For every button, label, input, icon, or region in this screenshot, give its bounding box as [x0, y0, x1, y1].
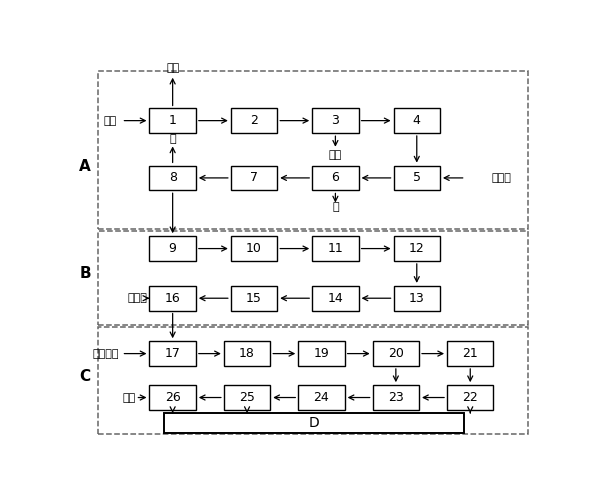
- Bar: [394, 166, 440, 190]
- Text: 重油: 重油: [166, 63, 179, 73]
- Bar: [164, 413, 464, 433]
- Text: 13: 13: [409, 292, 425, 305]
- Text: 废盐: 废盐: [122, 392, 136, 403]
- Bar: [224, 341, 271, 366]
- Text: 8: 8: [169, 172, 176, 185]
- Bar: [312, 166, 359, 190]
- Bar: [149, 341, 196, 366]
- Bar: [312, 286, 359, 310]
- Bar: [298, 341, 345, 366]
- Bar: [149, 108, 196, 133]
- Bar: [373, 385, 419, 410]
- Text: 2: 2: [250, 114, 258, 127]
- Bar: [149, 236, 196, 261]
- Bar: [447, 385, 493, 410]
- Text: 泥: 泥: [332, 201, 339, 212]
- Bar: [447, 341, 493, 366]
- Bar: [231, 166, 277, 190]
- Text: D: D: [308, 416, 319, 430]
- Text: 19: 19: [314, 347, 329, 360]
- Bar: [98, 327, 529, 434]
- Text: 9: 9: [169, 242, 176, 255]
- Text: 7: 7: [250, 172, 258, 185]
- Text: 3: 3: [331, 114, 340, 127]
- Text: B: B: [79, 266, 91, 281]
- Bar: [231, 236, 277, 261]
- Text: 1: 1: [169, 114, 176, 127]
- Text: 12: 12: [409, 242, 425, 255]
- Bar: [231, 108, 277, 133]
- Text: 25: 25: [239, 391, 255, 404]
- Bar: [98, 71, 529, 230]
- Text: 26: 26: [165, 391, 181, 404]
- Bar: [394, 108, 440, 133]
- Text: C: C: [80, 369, 91, 384]
- Text: 23: 23: [388, 391, 404, 404]
- Text: 6: 6: [331, 172, 340, 185]
- Text: 22: 22: [463, 391, 478, 404]
- Text: 16: 16: [165, 292, 181, 305]
- Text: 11: 11: [328, 242, 343, 255]
- Bar: [149, 166, 196, 190]
- Text: 21: 21: [463, 347, 478, 360]
- Text: 24: 24: [314, 391, 329, 404]
- Bar: [373, 341, 419, 366]
- Text: 稀释水: 稀释水: [127, 293, 147, 303]
- Text: 14: 14: [328, 292, 343, 305]
- Text: 5: 5: [413, 172, 421, 185]
- Bar: [149, 286, 196, 310]
- Bar: [298, 385, 345, 410]
- Text: 泥: 泥: [169, 133, 176, 143]
- Text: 10: 10: [246, 242, 262, 255]
- Text: 稀释水: 稀释水: [491, 173, 511, 183]
- Bar: [312, 108, 359, 133]
- Text: 15: 15: [246, 292, 262, 305]
- Text: 17: 17: [165, 347, 181, 360]
- Bar: [224, 385, 271, 410]
- Text: 污水: 污水: [104, 116, 117, 125]
- Bar: [149, 385, 196, 410]
- Bar: [394, 286, 440, 310]
- Text: 其它中水: 其它中水: [92, 349, 119, 359]
- Text: 浮油: 浮油: [329, 150, 342, 160]
- Bar: [98, 231, 529, 325]
- Text: A: A: [79, 159, 91, 174]
- Bar: [312, 236, 359, 261]
- Bar: [231, 286, 277, 310]
- Text: 4: 4: [413, 114, 421, 127]
- Text: 18: 18: [239, 347, 255, 360]
- Bar: [394, 236, 440, 261]
- Text: 20: 20: [388, 347, 404, 360]
